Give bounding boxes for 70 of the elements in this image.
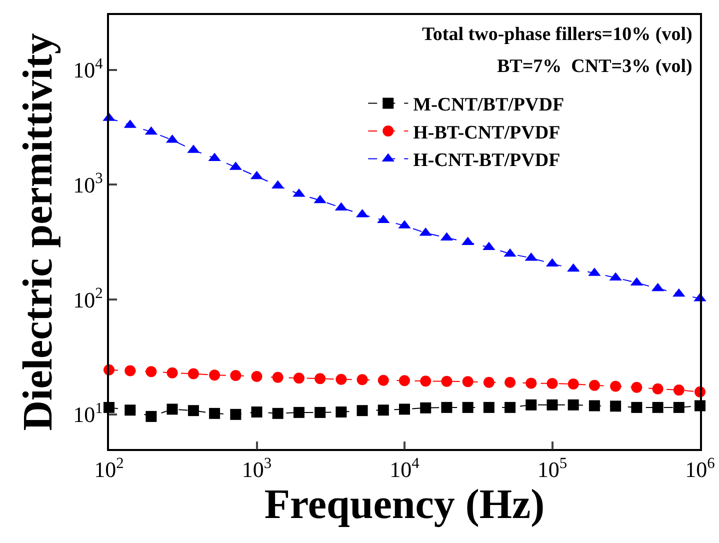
point bbox=[251, 406, 262, 418]
point bbox=[483, 376, 494, 388]
point bbox=[166, 404, 178, 415]
point bbox=[124, 404, 136, 416]
point bbox=[166, 367, 178, 378]
y-tick-label: 10$^{3}$ bbox=[73, 170, 104, 198]
x-tick-label: 10$^{4}$ bbox=[390, 454, 420, 482]
point bbox=[588, 400, 600, 412]
point bbox=[378, 404, 389, 416]
point bbox=[209, 370, 220, 381]
legend-label: H-BT-CNT/PVDF bbox=[413, 122, 560, 144]
point bbox=[652, 402, 664, 413]
point bbox=[588, 380, 600, 391]
point bbox=[188, 405, 199, 416]
point bbox=[209, 408, 220, 419]
x-axis-title: Frequency (Hz) bbox=[264, 482, 545, 528]
x-tick-label: 10$^{3}$ bbox=[242, 454, 272, 482]
legend-label: M-CNT/BT/PVDF bbox=[413, 94, 564, 116]
point bbox=[356, 374, 368, 386]
point bbox=[293, 372, 304, 384]
point bbox=[336, 406, 347, 418]
point bbox=[483, 402, 494, 413]
point bbox=[188, 368, 199, 380]
point bbox=[420, 402, 432, 414]
point bbox=[610, 380, 622, 392]
point bbox=[399, 404, 410, 415]
y-tick-label: 10$^{1}$ bbox=[73, 400, 103, 428]
point bbox=[610, 400, 622, 412]
point bbox=[272, 408, 284, 419]
point bbox=[420, 376, 432, 387]
point bbox=[546, 399, 558, 410]
point bbox=[230, 370, 242, 382]
x-tick-label: 10$^{2}$ bbox=[94, 454, 124, 482]
point bbox=[124, 365, 136, 376]
point bbox=[652, 383, 664, 394]
point bbox=[462, 402, 474, 413]
y-axis-title: Dielectric permittivity bbox=[15, 33, 62, 431]
point bbox=[399, 375, 410, 386]
point bbox=[441, 376, 452, 387]
point bbox=[462, 376, 474, 388]
point bbox=[314, 373, 326, 384]
point bbox=[251, 370, 262, 382]
point bbox=[336, 374, 347, 385]
point bbox=[146, 410, 157, 422]
point bbox=[568, 378, 579, 390]
y-tick-label: 10$^{2}$ bbox=[73, 285, 103, 312]
point bbox=[526, 399, 537, 410]
point bbox=[293, 406, 304, 418]
point bbox=[230, 408, 242, 420]
annotation: Total two-phase fillers=10% (vol) bbox=[422, 24, 692, 45]
point bbox=[568, 399, 579, 410]
legend-label: H-CNT-BT/PVDF bbox=[413, 150, 560, 172]
point bbox=[504, 376, 516, 388]
point bbox=[673, 402, 684, 413]
point bbox=[146, 366, 157, 378]
x-tick-label: 10$^{5}$ bbox=[537, 454, 568, 482]
annotation: BT=7% CNT=3% (vol) bbox=[497, 56, 692, 77]
point bbox=[673, 384, 684, 396]
point bbox=[356, 405, 368, 416]
x-tick-label: 10$^{6}$ bbox=[685, 454, 716, 482]
point bbox=[314, 406, 326, 418]
point bbox=[504, 402, 516, 413]
point bbox=[631, 402, 642, 413]
y-tick-label: 10$^{4}$ bbox=[73, 55, 104, 83]
point bbox=[272, 372, 284, 383]
point bbox=[441, 402, 452, 413]
point bbox=[378, 374, 389, 386]
point bbox=[546, 378, 558, 389]
point bbox=[526, 378, 537, 389]
point bbox=[631, 382, 642, 393]
